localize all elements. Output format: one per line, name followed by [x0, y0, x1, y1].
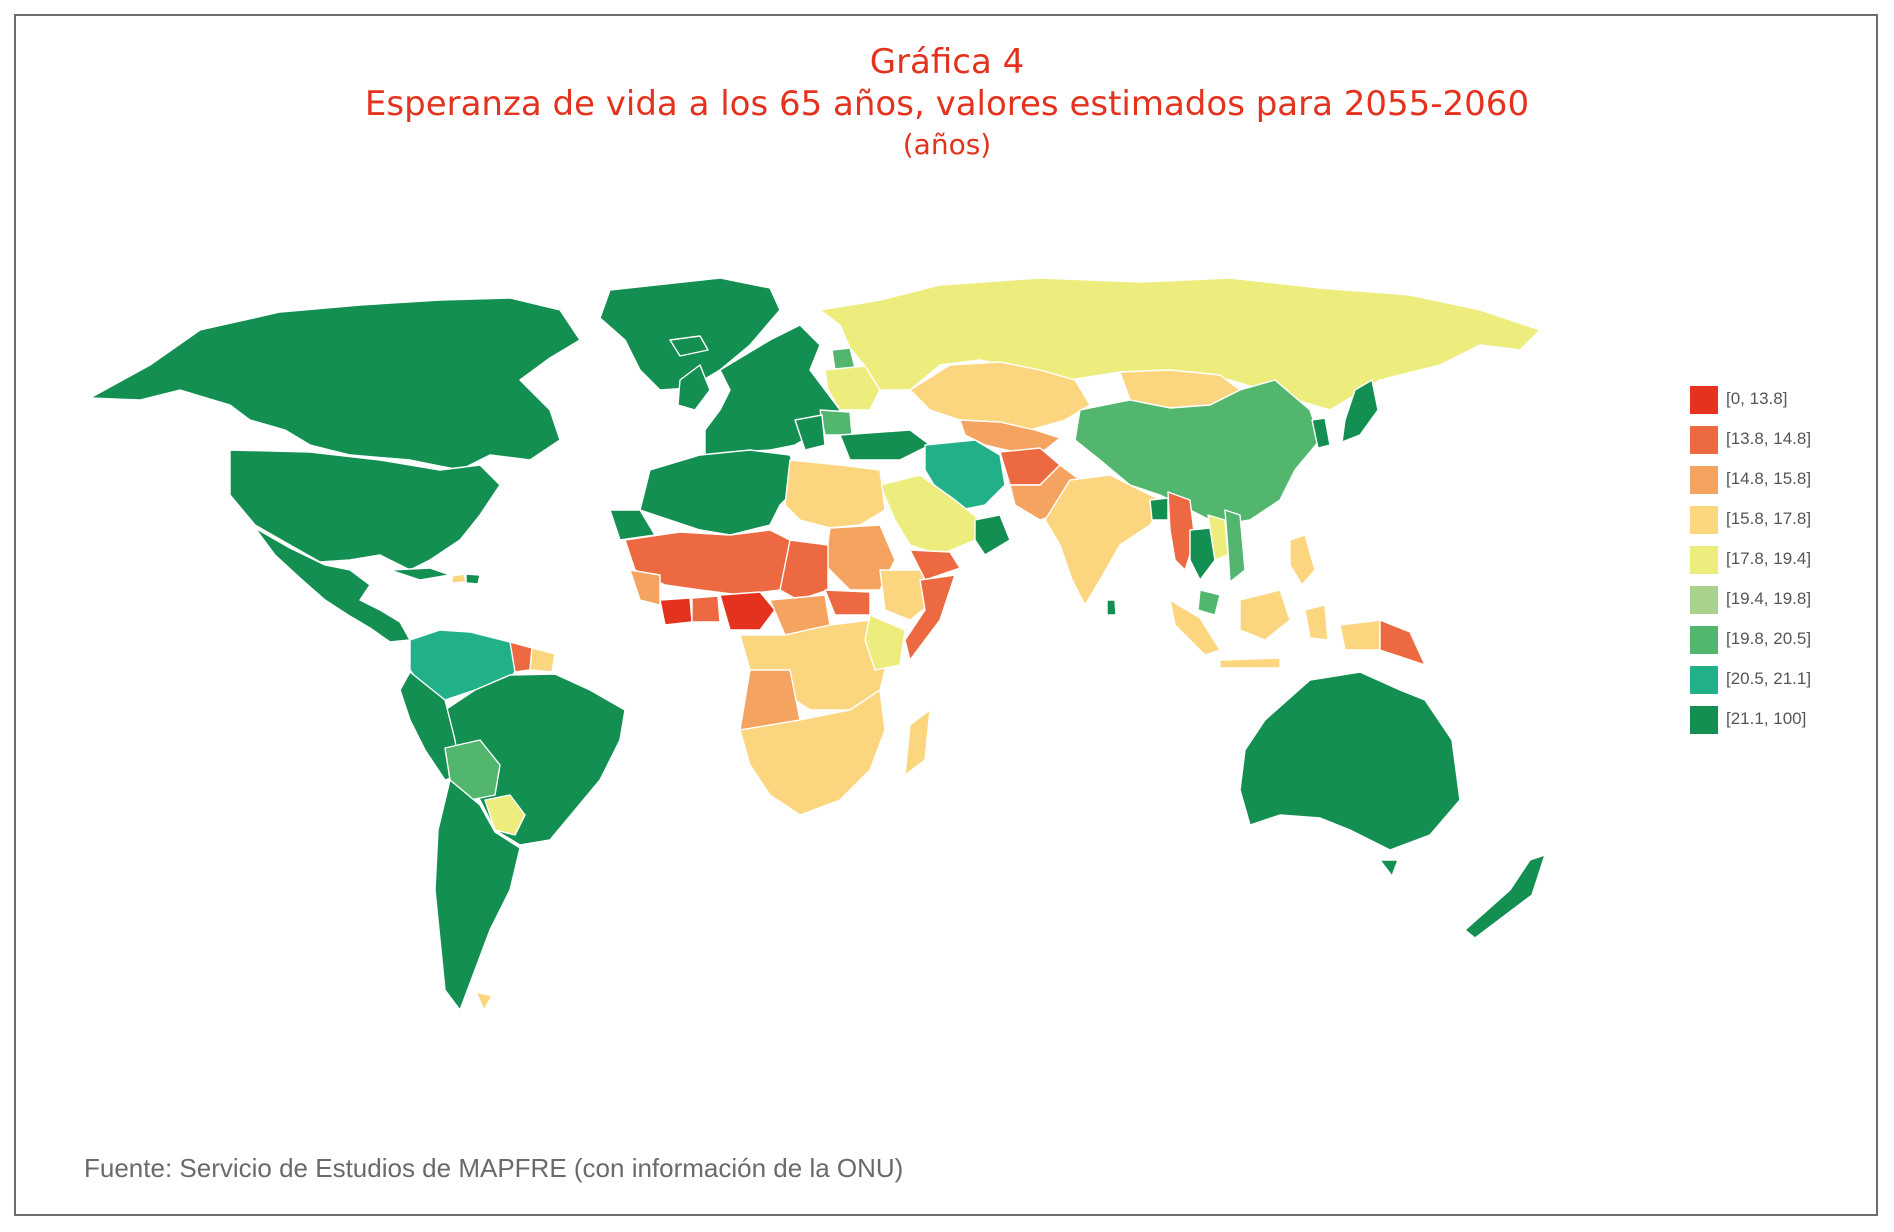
legend-swatch [1690, 386, 1718, 414]
region-falklands-tip [475, 991, 493, 1011]
region-turkey [839, 429, 931, 461]
legend-label: [17.8, 19.4] [1726, 549, 1812, 568]
region-south-sudan [824, 589, 871, 616]
world-choropleth-map [89, 277, 1546, 1011]
legend-item: [20.5, 21.1] [1690, 666, 1870, 696]
region-nigeria [719, 591, 776, 631]
legend-swatch [1690, 706, 1718, 734]
region-romania-bulgaria [819, 409, 853, 436]
region-philippines [1289, 534, 1316, 586]
legend-label: [21.1, 100] [1726, 709, 1807, 728]
region-new-zealand [1464, 854, 1546, 939]
region-central-asia [959, 419, 1061, 453]
region-haiti [451, 573, 467, 584]
region-sri-lanka [1106, 599, 1117, 616]
region-india [1044, 474, 1166, 606]
region-argentina-chile [434, 779, 521, 1011]
legend-label: [19.8, 20.5] [1726, 629, 1812, 648]
chart-subtitle: Esperanza de vida a los 65 años, valores… [364, 84, 1530, 124]
legend-swatch [1690, 506, 1718, 534]
legend-swatch [1690, 626, 1718, 654]
region-mexico [254, 527, 411, 643]
legend-swatch [1690, 586, 1718, 614]
region-indonesia-sumatra [1169, 599, 1221, 656]
legend-item: [0, 13.8] [1690, 386, 1870, 416]
region-tasmania [1379, 859, 1399, 877]
region-iceland [669, 335, 709, 357]
chart-title: Gráfica 4 [869, 42, 1025, 82]
region-japan [1341, 379, 1379, 443]
region-western-sahara [609, 509, 656, 541]
legend-label: [14.8, 15.8] [1726, 469, 1812, 488]
region-sulawesi [1304, 604, 1329, 641]
region-libya-egypt [784, 459, 886, 529]
region-usa [229, 449, 501, 571]
legend-label: [15.8, 17.8] [1726, 509, 1812, 528]
region-myanmar [1167, 491, 1196, 571]
region-borneo [1239, 589, 1291, 641]
region-suriname [529, 647, 556, 673]
region-russia [819, 277, 1541, 411]
legend-item: [19.8, 20.5] [1690, 626, 1870, 656]
region-kenya-tanzania [864, 614, 906, 671]
legend-swatch [1690, 426, 1718, 454]
legend-label: [20.5, 21.1] [1726, 669, 1812, 688]
region-canada [89, 297, 581, 471]
region-korea [1311, 417, 1331, 449]
chart-unit: (años) [902, 128, 992, 161]
region-uk-ireland [677, 364, 711, 411]
region-caribbean [389, 567, 451, 581]
region-new-guinea-west [1339, 619, 1381, 651]
region-chad [779, 539, 829, 601]
region-australia [1239, 671, 1461, 851]
legend-item: [13.8, 14.8] [1690, 426, 1870, 456]
region-dominican [465, 573, 481, 585]
chart-frame [14, 14, 1878, 1216]
region-paraguay [484, 794, 526, 836]
region-madagascar [904, 709, 931, 776]
region-ghana-togo [691, 595, 721, 623]
region-maghreb [639, 449, 801, 536]
legend-item: [19.4, 19.8] [1690, 586, 1870, 616]
legend-swatch [1690, 546, 1718, 574]
legend-item: [21.1, 100] [1690, 706, 1870, 736]
region-peru [399, 671, 461, 781]
legend-item: [15.8, 17.8] [1690, 506, 1870, 536]
region-bangladesh [1149, 497, 1169, 521]
region-west-coast [629, 569, 661, 606]
region-java [1219, 657, 1281, 669]
legend-label: [0, 13.8] [1726, 389, 1788, 408]
region-cote-divoire [659, 597, 693, 626]
source-note: Fuente: Servicio de Estudios de MAPFRE (… [84, 1153, 904, 1183]
region-thailand [1189, 527, 1216, 581]
region-balkans [794, 414, 826, 451]
region-malaysia [1197, 589, 1221, 616]
legend-swatch [1690, 666, 1718, 694]
region-somalia [904, 574, 956, 661]
legend-swatch [1690, 466, 1718, 494]
region-china [1074, 379, 1321, 526]
legend-item: [14.8, 15.8] [1690, 466, 1870, 496]
region-kazakhstan [909, 361, 1091, 431]
legend-item: [17.8, 19.4] [1690, 546, 1870, 576]
legend-label: [13.8, 14.8] [1726, 429, 1812, 448]
legend-label: [19.4, 19.8] [1726, 589, 1812, 608]
region-papua-new-guinea [1379, 619, 1426, 666]
region-southern-africa [739, 689, 886, 816]
region-oman-uae [974, 514, 1011, 556]
region-vietnam [1224, 509, 1246, 583]
